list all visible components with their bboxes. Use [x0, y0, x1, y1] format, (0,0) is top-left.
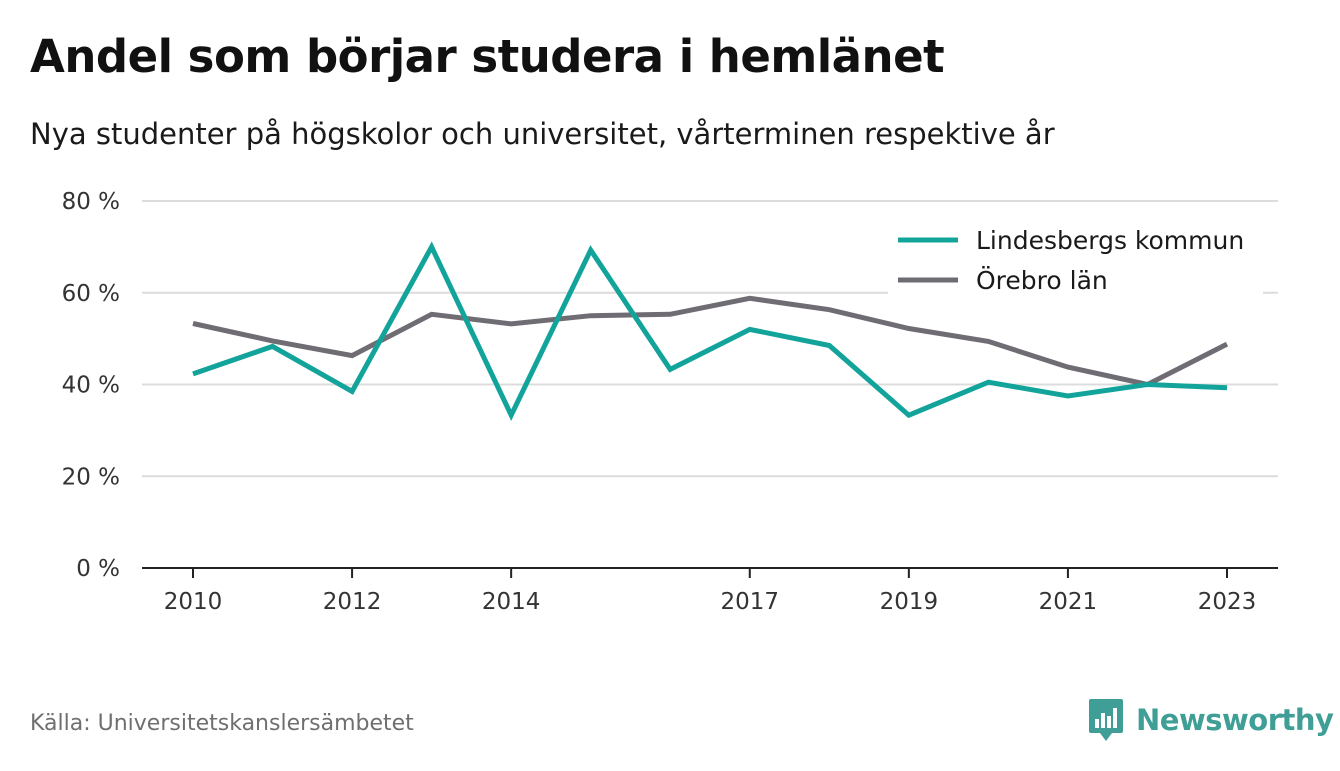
y-tick-label: 60 % [62, 281, 120, 307]
y-tick-label: 0 % [76, 556, 120, 582]
legend-label: Örebro län [976, 266, 1108, 295]
series-line-orebro-lan [192, 295, 1229, 388]
x-tick-label: 2023 [1198, 589, 1257, 615]
x-axis-ticks: 2010 2012 2014 2017 2019 2021 2023 [142, 567, 1278, 615]
x-tick-label: 2014 [482, 589, 541, 615]
legend-label: Lindesbergs kommun [976, 226, 1244, 255]
brand-name: Newsworthy [1136, 703, 1334, 737]
chart-subtitle: Nya studenter på högskolor och universit… [30, 117, 1055, 151]
y-tick-label: 80 % [62, 189, 120, 215]
brand-logo: Newsworthy [1088, 697, 1334, 743]
bar-chart-speech-bubble-icon [1089, 699, 1123, 741]
x-tick-label: 2012 [323, 589, 382, 615]
x-tick-label: 2010 [164, 589, 223, 615]
y-axis-ticks: 0 % 20 % 40 % 60 % 80 % [62, 189, 120, 582]
y-tick-label: 20 % [62, 464, 120, 490]
chart-title: Andel som börjar studera i hemlänet [30, 30, 945, 83]
x-tick-label: 2021 [1039, 589, 1098, 615]
x-tick-label: 2019 [880, 589, 939, 615]
series-lines [192, 241, 1229, 422]
y-tick-label: 40 % [62, 373, 120, 399]
x-tick-label: 2017 [720, 589, 779, 615]
source-note: Källa: Universitetskanslersämbetet [30, 711, 414, 736]
legend: Lindesbergs kommun Örebro län [888, 216, 1263, 295]
series-line-lindesbergs-kommun [192, 241, 1228, 422]
